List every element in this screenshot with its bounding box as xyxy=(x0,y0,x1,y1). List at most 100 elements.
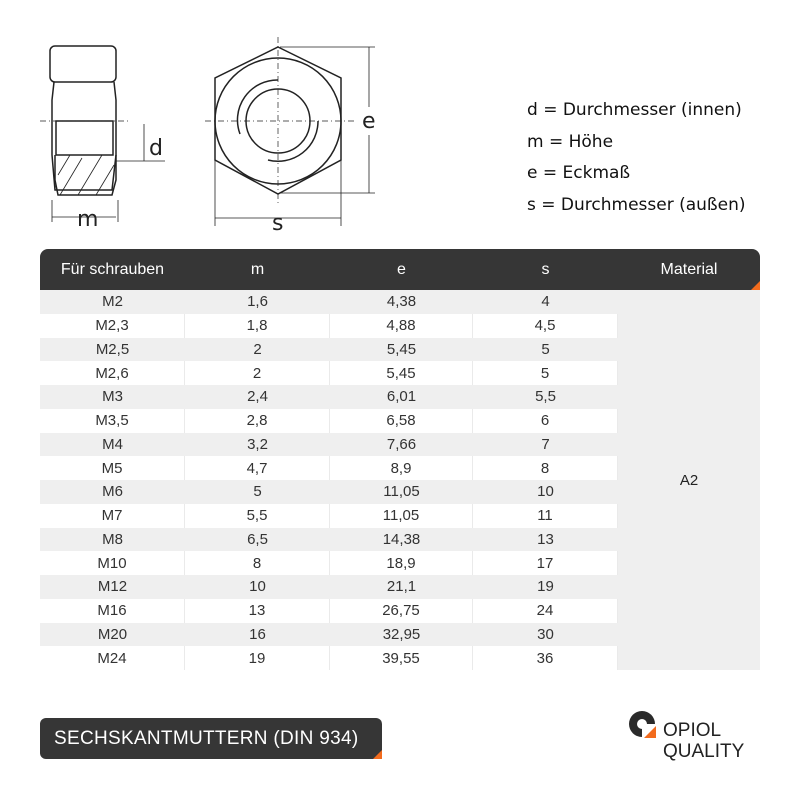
screw-size-cell: M2,3 xyxy=(40,313,185,338)
logo-line2: QUALITY xyxy=(663,741,745,762)
hex-nut-drawing: d m s e xyxy=(40,37,378,236)
e-value-cell: 6,58 xyxy=(330,408,473,433)
table-row: M10 8 18,9 17 xyxy=(40,551,760,575)
table-row: M20 16 32,95 30 xyxy=(40,622,760,647)
material-cell: A2 xyxy=(618,290,760,670)
legend-s: s = Durchmesser (außen) xyxy=(527,194,746,215)
e-value-cell: 11,05 xyxy=(330,480,473,504)
m-value-cell: 2,4 xyxy=(185,385,330,409)
e-value-cell: 32,95 xyxy=(330,622,473,647)
screw-size-cell: M20 xyxy=(40,622,185,647)
header-screw: Für schrauben xyxy=(60,260,165,278)
m-value-cell: 13 xyxy=(185,598,330,623)
label-s: s xyxy=(272,211,283,236)
screw-size-cell: M16 xyxy=(40,598,185,623)
accent-corner xyxy=(373,750,382,759)
nut-side-view xyxy=(49,45,117,196)
legend-e: e = Eckmaß xyxy=(527,163,631,183)
dimensions-table: Für schrauben m e s Material M2 1,6 4,38 4 M… xyxy=(40,249,760,670)
screw-size-cell: M10 xyxy=(40,551,185,575)
m-value-cell: 5 xyxy=(185,480,330,504)
s-value-cell: 4 xyxy=(473,290,618,314)
product-title: SECHSKANTMUTTERN (DIN 934) xyxy=(54,727,359,749)
table-row: M3 2,4 6,01 5,5 xyxy=(40,385,760,409)
e-value-cell: 14,38 xyxy=(330,527,473,552)
s-value-cell: 11 xyxy=(473,503,618,528)
header-material: Material xyxy=(660,260,718,278)
m-value-cell: 4,7 xyxy=(185,456,330,480)
m-value-cell: 5,5 xyxy=(185,503,330,528)
table-row: M7 5,5 11,05 11 xyxy=(40,503,760,528)
s-value-cell: 36 xyxy=(473,646,618,670)
table-row: M12 10 21,1 19 xyxy=(40,575,760,599)
screw-size-cell: M3 xyxy=(40,385,185,409)
s-value-cell: 10 xyxy=(473,480,618,504)
e-value-cell: 4,38 xyxy=(330,290,473,314)
s-value-cell: 30 xyxy=(473,622,618,647)
s-value-cell: 17 xyxy=(473,551,618,575)
screw-size-cell: M2,5 xyxy=(40,337,185,362)
s-value-cell: 4,5 xyxy=(473,313,618,338)
e-value-cell: 5,45 xyxy=(330,361,473,385)
m-value-cell: 16 xyxy=(185,622,330,647)
e-value-cell: 4,88 xyxy=(330,313,473,338)
screw-size-cell: M8 xyxy=(40,527,185,552)
m-value-cell: 2 xyxy=(185,337,330,362)
e-value-cell: 11,05 xyxy=(330,503,473,528)
e-value-cell: 21,1 xyxy=(330,575,473,599)
header-s: s xyxy=(541,260,550,278)
accent-corner xyxy=(751,281,760,290)
m-value-cell: 6,5 xyxy=(185,527,330,552)
m-value-cell: 1,8 xyxy=(185,313,330,338)
table-row: M2,6 2 5,45 5 xyxy=(40,361,760,385)
screw-size-cell: M2 xyxy=(40,290,185,314)
label-d: d xyxy=(149,136,163,161)
screw-size-cell: M12 xyxy=(40,575,185,599)
label-e: e xyxy=(362,109,376,134)
table-row: M24 19 39,55 36 xyxy=(40,646,760,670)
screw-size-cell: M7 xyxy=(40,503,185,528)
screw-size-cell: M6 xyxy=(40,480,185,504)
table-row: M6 5 11,05 10 xyxy=(40,480,760,504)
label-m: m xyxy=(77,207,98,232)
table-row: M2,3 1,8 4,88 4,5 xyxy=(40,313,760,338)
e-value-cell: 18,9 xyxy=(330,551,473,575)
e-value-cell: 6,01 xyxy=(330,385,473,409)
screw-size-cell: M2,6 xyxy=(40,361,185,385)
m-value-cell: 19 xyxy=(185,646,330,670)
screw-size-cell: M3,5 xyxy=(40,408,185,433)
s-value-cell: 13 xyxy=(473,527,618,552)
dimension-legend: d = Durchmesser (innen) m = Höhe e = Eck… xyxy=(527,95,746,221)
opiol-quality-logo: OPIOL QUALITY xyxy=(627,707,767,767)
m-value-cell: 2 xyxy=(185,361,330,385)
screw-size-cell: M4 xyxy=(40,432,185,457)
e-value-cell: 26,75 xyxy=(330,598,473,623)
m-value-cell: 8 xyxy=(185,551,330,575)
screw-size-cell: M5 xyxy=(40,456,185,480)
table-row: M2 1,6 4,38 4 xyxy=(40,290,760,314)
s-value-cell: 6 xyxy=(473,408,618,433)
logo-mark-icon xyxy=(629,711,656,738)
m-value-cell: 1,6 xyxy=(185,290,330,314)
product-title-badge: SECHSKANTMUTTERN (DIN 934) xyxy=(40,718,382,759)
table-header: Für schrauben m e s Material xyxy=(40,249,760,290)
table-row: M5 4,7 8,9 8 xyxy=(40,456,760,480)
s-value-cell: 5,5 xyxy=(473,385,618,409)
table-row: M2,5 2 5,45 5 xyxy=(40,337,760,362)
s-value-cell: 8 xyxy=(473,456,618,480)
table-row: M16 13 26,75 24 xyxy=(40,598,760,623)
e-value-cell: 5,45 xyxy=(330,337,473,362)
s-value-cell: 24 xyxy=(473,598,618,623)
e-value-cell: 7,66 xyxy=(330,432,473,457)
logo-line1: OPIOL xyxy=(663,720,722,741)
header-e: e xyxy=(397,260,406,278)
m-value-cell: 3,2 xyxy=(185,432,330,457)
legend-d: d = Durchmesser (innen) xyxy=(527,100,742,120)
s-value-cell: 5 xyxy=(473,361,618,385)
m-value-cell: 10 xyxy=(185,575,330,599)
e-value-cell: 39,55 xyxy=(330,646,473,670)
header-m: m xyxy=(250,260,265,278)
s-value-cell: 19 xyxy=(473,575,618,599)
screw-size-cell: M24 xyxy=(40,646,185,670)
s-value-cell: 7 xyxy=(473,432,618,457)
